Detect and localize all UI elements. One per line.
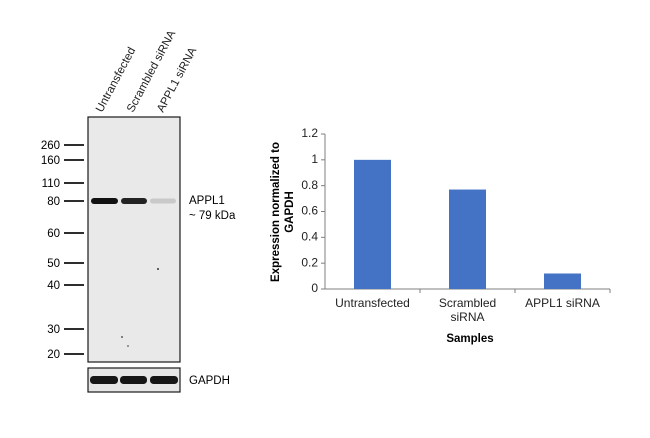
marker-label-50: 50: [47, 258, 60, 270]
x-axis-label: Samples: [446, 333, 493, 345]
loading-control-label: GAPDH: [189, 375, 230, 387]
target-label: APPL1: [189, 195, 225, 207]
bar-untransfected: [354, 159, 391, 289]
y-tick-label: 0.4: [301, 230, 318, 244]
target-size-label: ~ 79 kDa: [189, 210, 236, 222]
y-tick-label: 0.6: [301, 204, 318, 218]
x-tick-label: siRNA: [450, 310, 484, 324]
appl1-band-appl1-sirna: [150, 198, 176, 204]
y-tick-label: 1.2: [301, 126, 318, 140]
x-tick-label: APPL1 siRNA: [525, 296, 600, 310]
membrane-speck: [121, 336, 123, 338]
y-tick-label: 0.8: [301, 178, 318, 192]
x-tick-label: Untransfected: [335, 296, 410, 310]
appl1-band-scrambled-sirna: [121, 198, 147, 204]
bar-scrambled-sirna: [449, 189, 486, 289]
marker-label-40: 40: [47, 280, 60, 292]
marker-label-110: 110: [42, 178, 60, 190]
marker-label-260: 260: [41, 140, 60, 152]
y-tick-label: 0: [311, 281, 318, 295]
western-blot-panel: Untransfected Scrambled siRNA APPL1 siRN…: [41, 28, 236, 393]
appl1-band-untransfected: [91, 198, 118, 204]
gapdh-band-untransfected: [90, 376, 118, 384]
y-axis-label-line-2: GAPDH: [284, 191, 296, 233]
y-tick-label: 1: [311, 152, 318, 166]
marker-label-30: 30: [47, 324, 60, 336]
marker-ladder: 260 160 110 80 60 50 40 30 20: [41, 140, 84, 361]
marker-label-60: 60: [47, 228, 60, 240]
membrane-speck: [157, 268, 159, 270]
membrane-speck: [127, 345, 129, 347]
gapdh-band-scrambled-sirna: [120, 376, 147, 384]
blot-membrane: [87, 116, 181, 363]
marker-label-20: 20: [47, 349, 60, 361]
bar-appl1-sirna: [544, 273, 581, 289]
y-axis-label-line-1: Expression normalized to: [270, 142, 282, 282]
marker-label-80: 80: [47, 196, 60, 208]
bar-chart: Expression normalized to GAPDH Samples 0…: [270, 126, 611, 345]
y-tick-label: 0.2: [301, 255, 318, 269]
gapdh-band-appl1-sirna: [150, 376, 178, 384]
x-tick-label: Scrambled: [439, 296, 496, 310]
marker-label-160: 160: [41, 155, 60, 167]
